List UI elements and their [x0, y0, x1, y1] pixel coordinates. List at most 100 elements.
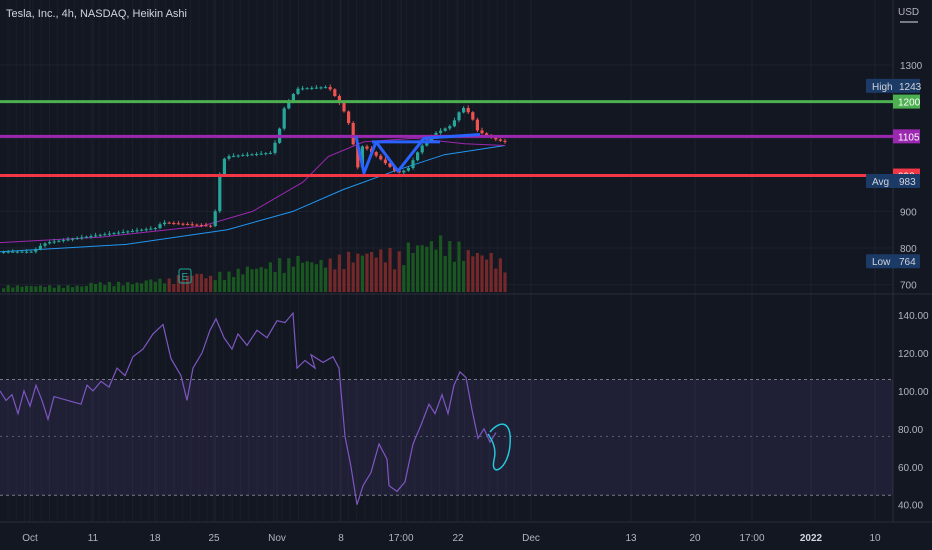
volume-bar — [305, 261, 309, 292]
candle-body — [213, 211, 217, 227]
stat-value: 1243 — [899, 82, 922, 93]
stat-badge-avg — [866, 174, 920, 189]
candle-body — [218, 174, 222, 212]
candle-body — [498, 139, 502, 141]
candle-body — [342, 103, 346, 112]
volume-bar — [209, 275, 213, 292]
volume-bar — [181, 280, 185, 292]
candle-body — [199, 225, 203, 226]
candle-body — [337, 96, 341, 103]
volume-bar — [347, 251, 351, 292]
candle-body — [181, 223, 185, 225]
candle-body — [434, 132, 438, 136]
volume-bar — [29, 286, 33, 292]
candle-body — [66, 239, 70, 241]
volume-bar — [255, 268, 259, 292]
volume-bar — [163, 283, 167, 292]
candle-body — [319, 87, 323, 89]
freehand-annotation[interactable] — [487, 423, 511, 471]
candle-body — [195, 224, 199, 226]
candle-body — [89, 236, 93, 238]
earnings-marker-label: E — [182, 272, 189, 283]
volume-bar — [43, 287, 47, 292]
candle-body — [158, 224, 162, 229]
volume-bar — [282, 272, 286, 292]
candle-body — [305, 88, 309, 90]
candle-body — [48, 242, 52, 244]
volume-bar — [57, 285, 61, 292]
volume-bar — [140, 283, 144, 292]
candle-body — [466, 108, 470, 113]
oscillator-tick-label: 80.00 — [898, 425, 923, 436]
volume-bar — [20, 286, 24, 292]
volume-bar — [227, 271, 231, 292]
volume-bar — [439, 235, 443, 292]
stat-value: 983 — [899, 177, 916, 188]
volume-bar — [259, 267, 263, 292]
volume-bar — [291, 266, 295, 292]
candle-body — [245, 154, 249, 156]
candle-body — [347, 111, 351, 124]
time-axis-label: 20 — [689, 533, 701, 544]
candle-body — [25, 251, 29, 253]
volume-bar — [471, 256, 475, 292]
candle-body — [379, 155, 383, 160]
volume-bar — [374, 257, 378, 292]
volume-bar — [84, 286, 88, 292]
volume-bar — [232, 277, 236, 292]
volume-bar — [121, 285, 125, 292]
candle-body — [43, 243, 47, 246]
candle-body — [135, 230, 139, 232]
volume-bar — [360, 255, 364, 292]
candle-body — [388, 163, 392, 167]
volume-bar — [94, 284, 98, 292]
volume-bar — [356, 253, 360, 292]
earnings-marker-icon[interactable] — [178, 268, 192, 284]
candle-body — [112, 233, 116, 235]
volume-bar — [489, 253, 493, 292]
time-axis-label: 8 — [338, 533, 344, 544]
price-tick-label: 700 — [900, 281, 917, 292]
currency-label[interactable]: USD — [898, 7, 920, 18]
candle-body — [416, 152, 420, 161]
level-badge-text: 1105 — [898, 132, 920, 143]
candle-body — [503, 140, 507, 142]
candle-body — [273, 142, 277, 153]
volume-bar — [135, 282, 139, 292]
candle-body — [204, 225, 208, 227]
volume-bar — [370, 252, 374, 292]
volume-bar — [245, 266, 249, 292]
time-axis-label: 17:00 — [739, 533, 764, 544]
candle-body — [190, 224, 194, 226]
candle-body — [94, 235, 98, 237]
candle-body — [6, 251, 10, 253]
candle-body — [107, 233, 111, 235]
candle-body — [140, 229, 144, 231]
level-badge-1200 — [893, 94, 920, 109]
volume-bar — [411, 252, 415, 292]
volume-bar — [204, 278, 208, 292]
candle-body — [98, 234, 102, 236]
time-axis-label: 22 — [452, 533, 464, 544]
candle-body — [209, 225, 213, 227]
volume-bar — [402, 265, 406, 292]
time-axis-label: Oct — [22, 533, 38, 544]
volume-bar — [351, 262, 355, 292]
level-badge-1105 — [893, 129, 920, 144]
volume-bar — [190, 275, 194, 292]
candle-body — [11, 251, 15, 253]
volume-bar — [494, 268, 498, 292]
volume-bar — [195, 273, 199, 292]
volume-bar — [89, 282, 93, 292]
level-badge-text: 1200 — [898, 98, 921, 109]
candle-body — [61, 240, 65, 242]
candle-body — [222, 158, 226, 175]
candle-body — [291, 94, 295, 102]
candle-body — [227, 156, 231, 159]
volume-bar — [112, 286, 116, 292]
w-pattern-drawing[interactable] — [354, 133, 481, 175]
candle-body — [121, 232, 125, 233]
stat-label: Avg — [872, 177, 889, 188]
volume-bar — [117, 281, 121, 292]
